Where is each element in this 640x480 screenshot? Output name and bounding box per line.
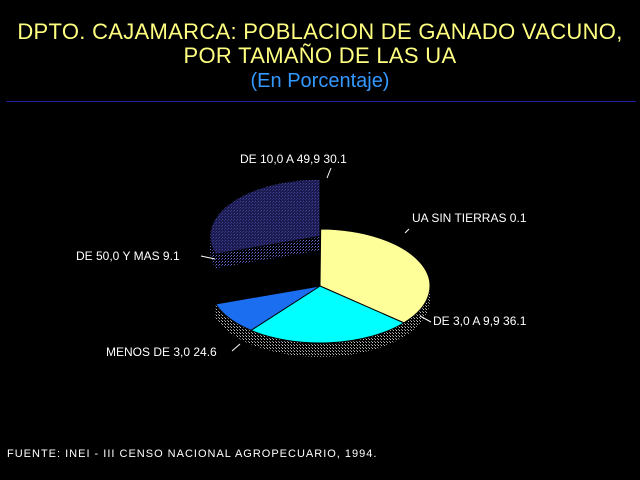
slice-label: DE 3,0 A 9,9 36.1	[433, 314, 527, 328]
chart-title: DPTO. CAJAMARCA: POBLACION DE GANADO VAC…	[0, 20, 640, 94]
leader-line	[326, 167, 332, 179]
source-note: FUENTE: INEI - III CENSO NACIONAL AGROPE…	[7, 448, 378, 460]
leader-line	[231, 343, 241, 352]
pie-slice-side	[215, 236, 320, 269]
title-line-2: POR TAMAÑO DE LAS UA	[183, 43, 457, 68]
slice-label: MENOS DE 3,0 24.6	[106, 345, 217, 359]
pie-slice	[319, 228, 431, 324]
pie-slice-texture	[209, 179, 320, 255]
pie-slice-side	[215, 303, 251, 345]
slice-label: DE 50,0 Y MAS 9.1	[76, 249, 180, 263]
pie-slice-side	[210, 236, 216, 269]
pie-slice-side	[403, 286, 430, 337]
leader-line	[200, 255, 216, 260]
chart-subtitle: (En Porcentaje)	[250, 70, 390, 92]
pie-slice	[214, 285, 321, 331]
slice-label: DE 10,0 A 49,9 30.1	[240, 152, 347, 166]
pie-slice	[249, 285, 405, 344]
leader-line	[404, 228, 410, 234]
slice-label: UA SIN TIERRAS 0.1	[412, 211, 527, 225]
pie-slice-side	[250, 322, 404, 357]
title-divider	[6, 101, 636, 102]
title-line-1: DPTO. CAJAMARCA: POBLACION DE GANADO VAC…	[17, 19, 623, 44]
leader-line	[419, 315, 432, 323]
